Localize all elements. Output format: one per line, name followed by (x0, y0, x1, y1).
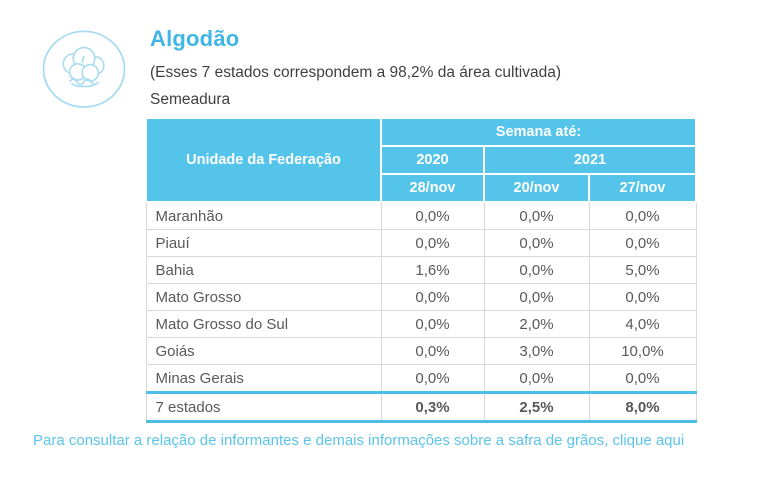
table-row: Maranhão 0,0% 0,0% 0,0% (145, 201, 697, 230)
value-cell: 0,0% (483, 201, 590, 230)
table-row: Mato Grosso do Sul 0,0% 2,0% 4,0% (145, 310, 697, 338)
footer-text: Para consultar a relação de informantes … (33, 432, 613, 449)
sowing-table-container: Unidade da Federação Semana até: 2020 20… (145, 117, 697, 423)
table-header: Unidade da Federação Semana até: 2020 20… (145, 117, 697, 203)
value-cell: 0,0% (588, 201, 697, 230)
section-label: Semeadura (150, 91, 231, 108)
total-label: 7 estados (145, 391, 382, 423)
state-name: Goiás (145, 337, 382, 365)
header-year-2020: 2020 (380, 145, 485, 175)
table-body: Maranhão 0,0% 0,0% 0,0% Piauí 0,0% 0,0% … (145, 201, 697, 423)
footer-note: Para consultar a relação de informantes … (33, 429, 739, 452)
state-name: Piauí (145, 229, 382, 257)
footer-link[interactable]: clique aqui (612, 432, 685, 449)
table-row: Mato Grosso 0,0% 0,0% 0,0% (145, 283, 697, 311)
value-cell: 0,0% (588, 283, 697, 311)
value-cell: 5,0% (588, 256, 697, 284)
value-cell: 2,0% (483, 310, 590, 338)
table-row: Minas Gerais 0,0% 0,0% 0,0% (145, 364, 697, 393)
state-name: Bahia (145, 256, 382, 284)
header-week: Semana até: (380, 117, 697, 147)
value-cell: 0,0% (380, 364, 485, 393)
header-year-2021: 2021 (483, 145, 697, 175)
total-value-cell: 2,5% (483, 391, 590, 423)
value-cell: 10,0% (588, 337, 697, 365)
header-date-0: 28/nov (380, 173, 485, 203)
header-date-1: 20/nov (483, 173, 590, 203)
table-row: Bahia 1,6% 0,0% 5,0% (145, 256, 697, 284)
coverage-note: (Esses 7 estados correspondem a 98,2% da… (150, 64, 561, 81)
value-cell: 4,0% (588, 310, 697, 338)
state-name: Mato Grosso do Sul (145, 310, 382, 338)
page-title: Algodão (150, 26, 240, 51)
table-row: Goiás 0,0% 3,0% 10,0% (145, 337, 697, 365)
value-cell: 0,0% (380, 201, 485, 230)
total-value-cell: 0,3% (380, 391, 485, 423)
value-cell: 0,0% (483, 229, 590, 257)
header-unit: Unidade da Federação (145, 117, 382, 203)
value-cell: 0,0% (588, 229, 697, 257)
state-name: Minas Gerais (145, 364, 382, 393)
sowing-table: Unidade da Federação Semana até: 2020 20… (145, 117, 697, 423)
header-date-2: 27/nov (588, 173, 697, 203)
value-cell: 0,0% (483, 283, 590, 311)
total-value-cell: 8,0% (588, 391, 697, 423)
value-cell: 0,0% (588, 364, 697, 393)
cotton-plant-icon (42, 30, 126, 108)
total-row: 7 estados 0,3% 2,5% 8,0% (145, 391, 697, 423)
value-cell: 0,0% (380, 229, 485, 257)
value-cell: 0,0% (380, 310, 485, 338)
value-cell: 0,0% (483, 364, 590, 393)
value-cell: 3,0% (483, 337, 590, 365)
value-cell: 0,0% (483, 256, 590, 284)
value-cell: 0,0% (380, 283, 485, 311)
state-name: Mato Grosso (145, 283, 382, 311)
table-row: Piauí 0,0% 0,0% 0,0% (145, 229, 697, 257)
state-name: Maranhão (145, 201, 382, 230)
value-cell: 1,6% (380, 256, 485, 284)
value-cell: 0,0% (380, 337, 485, 365)
